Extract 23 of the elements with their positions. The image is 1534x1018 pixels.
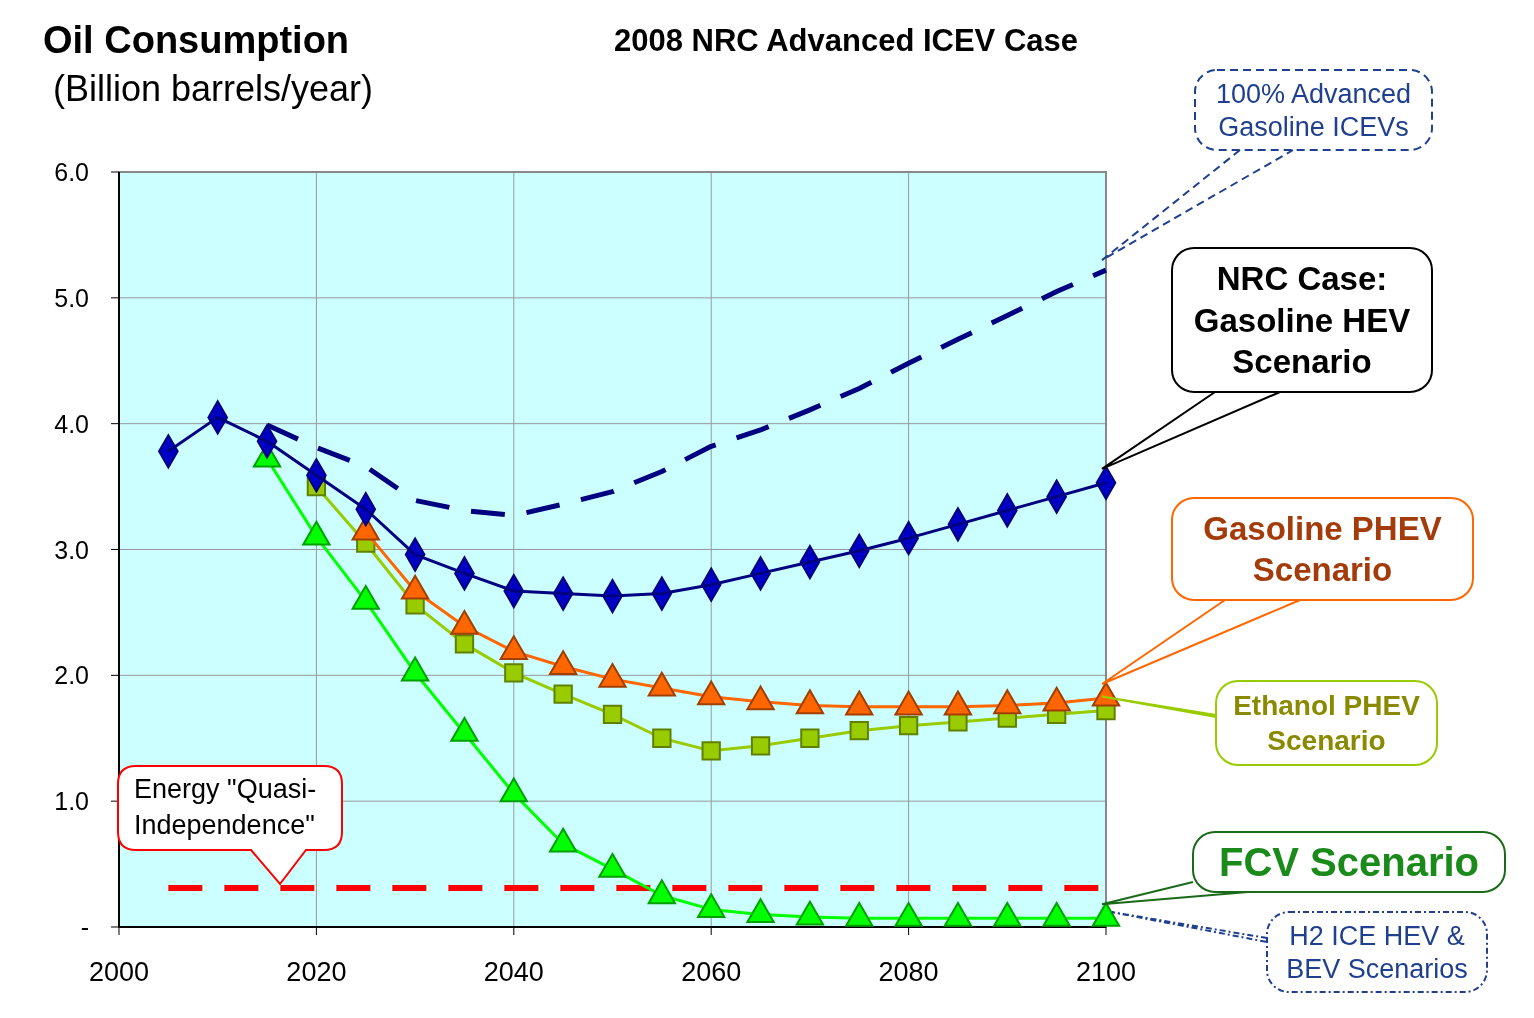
chart-subtitle: (Billion barrels/year): [53, 68, 374, 109]
text: 100% Advanced Gasoline ICEVs: [1215, 78, 1412, 143]
chart-title: 2008 NRC Advanced ICEV Case: [613, 23, 1079, 58]
y-tick-label: 4.0: [54, 409, 89, 438]
text: H2 ICE HEV & BEV Scenarios: [1286, 920, 1468, 985]
x-tick-label: 2040: [483, 957, 544, 987]
y-axis-title: Oil Consumption: [43, 19, 350, 61]
y-tick-label: 2.0: [54, 661, 89, 690]
text: NRC Case: Gasoline HEV Scenario: [1193, 260, 1411, 380]
ref-line-label: Energy "Quasi-Independence": [134, 774, 317, 840]
x-tick-label: 2000: [88, 957, 150, 987]
x-tick-label: 2060: [681, 957, 742, 987]
y-tick-label: 6.0: [54, 158, 89, 186]
y-tick-label: 1.0: [54, 787, 89, 816]
x-tick-label: 2080: [878, 957, 939, 987]
legend-label: Ethanol PHEV Scenario: [1233, 690, 1421, 757]
y-tick-label: -: [80, 913, 89, 941]
y-tick-label: 5.0: [54, 283, 89, 312]
x-tick-label: 2020: [286, 957, 347, 987]
x-tick-label: 2100: [1075, 957, 1137, 987]
text: Gasoline PHEV Scenario: [1203, 509, 1442, 589]
text: FCV Scenario: [1218, 840, 1480, 884]
y-tick-label: 3.0: [54, 535, 89, 564]
